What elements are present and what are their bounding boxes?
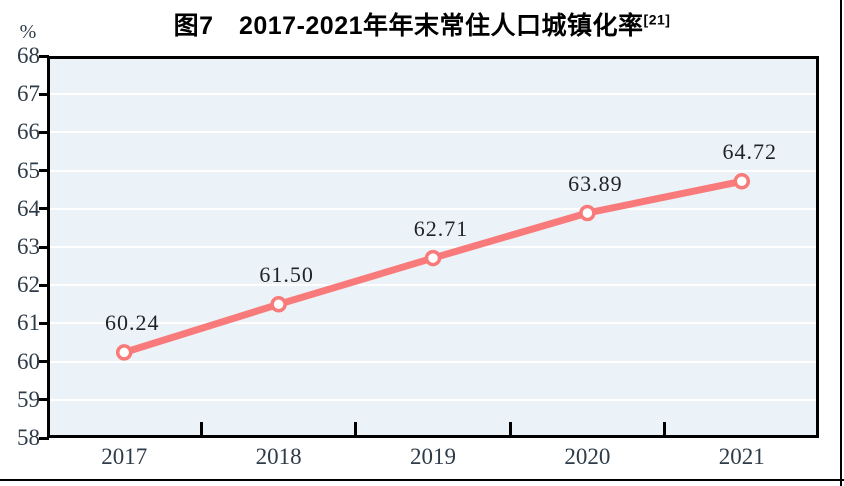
y-axis-tick: [39, 92, 49, 96]
data-point-label: 61.50: [259, 262, 314, 288]
data-point-label: 63.89: [568, 171, 623, 196]
y-axis-tick: [39, 130, 49, 134]
gridline: [50, 398, 816, 401]
chart-title-footnote-ref: [21]: [643, 11, 671, 28]
y-axis-tick-label: 68: [17, 43, 40, 68]
y-axis-tick-label: 61: [17, 310, 40, 336]
gridline: [50, 169, 816, 172]
page-border-bottom: [0, 479, 844, 481]
x-axis-tick: [199, 422, 203, 435]
y-axis-tick: [39, 436, 49, 440]
y-axis-tick: [39, 321, 49, 325]
x-axis-tick-label: 2017: [101, 444, 148, 469]
y-axis-tick-label: 65: [17, 157, 40, 183]
chart-title-text: 图7 2017-2021年年末常住人口城镇化率: [173, 12, 644, 40]
y-axis-tick-label: 64: [17, 195, 40, 221]
x-axis-tick-label: 2018: [255, 444, 302, 469]
gridline: [50, 246, 816, 248]
plot-area: [47, 56, 819, 438]
x-axis-tick: [354, 422, 358, 435]
chart-title: 图7 2017-2021年年末常住人口城镇化率[21]: [0, 6, 844, 42]
x-axis-tick-label: 2020: [564, 444, 611, 469]
gridline: [50, 207, 816, 210]
y-axis-tick-label: 66: [17, 119, 40, 145]
y-axis-tick: [39, 207, 49, 211]
gridline: [50, 93, 816, 96]
y-axis-tick: [39, 283, 49, 287]
y-axis-tick-label: 59: [17, 386, 40, 412]
y-axis-tick: [39, 360, 49, 364]
gridline: [50, 284, 816, 287]
x-axis-tick: [663, 422, 667, 435]
data-point-label: 60.24: [104, 310, 160, 336]
x-axis-tick-label: 2019: [410, 444, 456, 469]
y-axis-tick-label: 62: [17, 272, 40, 298]
y-axis-tick-label: 58: [17, 425, 40, 450]
gridline: [50, 360, 816, 363]
y-axis-tick-label: 67: [17, 81, 40, 107]
page-border-right: [840, 0, 842, 486]
x-axis-tick: [508, 422, 512, 435]
x-axis-tick-label: 2021: [718, 444, 765, 469]
y-axis-unit-label: %: [19, 21, 37, 43]
data-point-label: 64.72: [722, 139, 778, 165]
y-axis-tick: [39, 169, 49, 173]
y-axis-tick: [39, 245, 49, 249]
y-axis-tick-label: 60: [17, 348, 40, 374]
data-point-label: 62.71: [413, 216, 469, 242]
y-axis-tick: [39, 398, 49, 402]
y-axis-tick-label: 63: [17, 234, 40, 259]
gridline: [50, 131, 816, 134]
y-axis-tick: [39, 54, 49, 58]
